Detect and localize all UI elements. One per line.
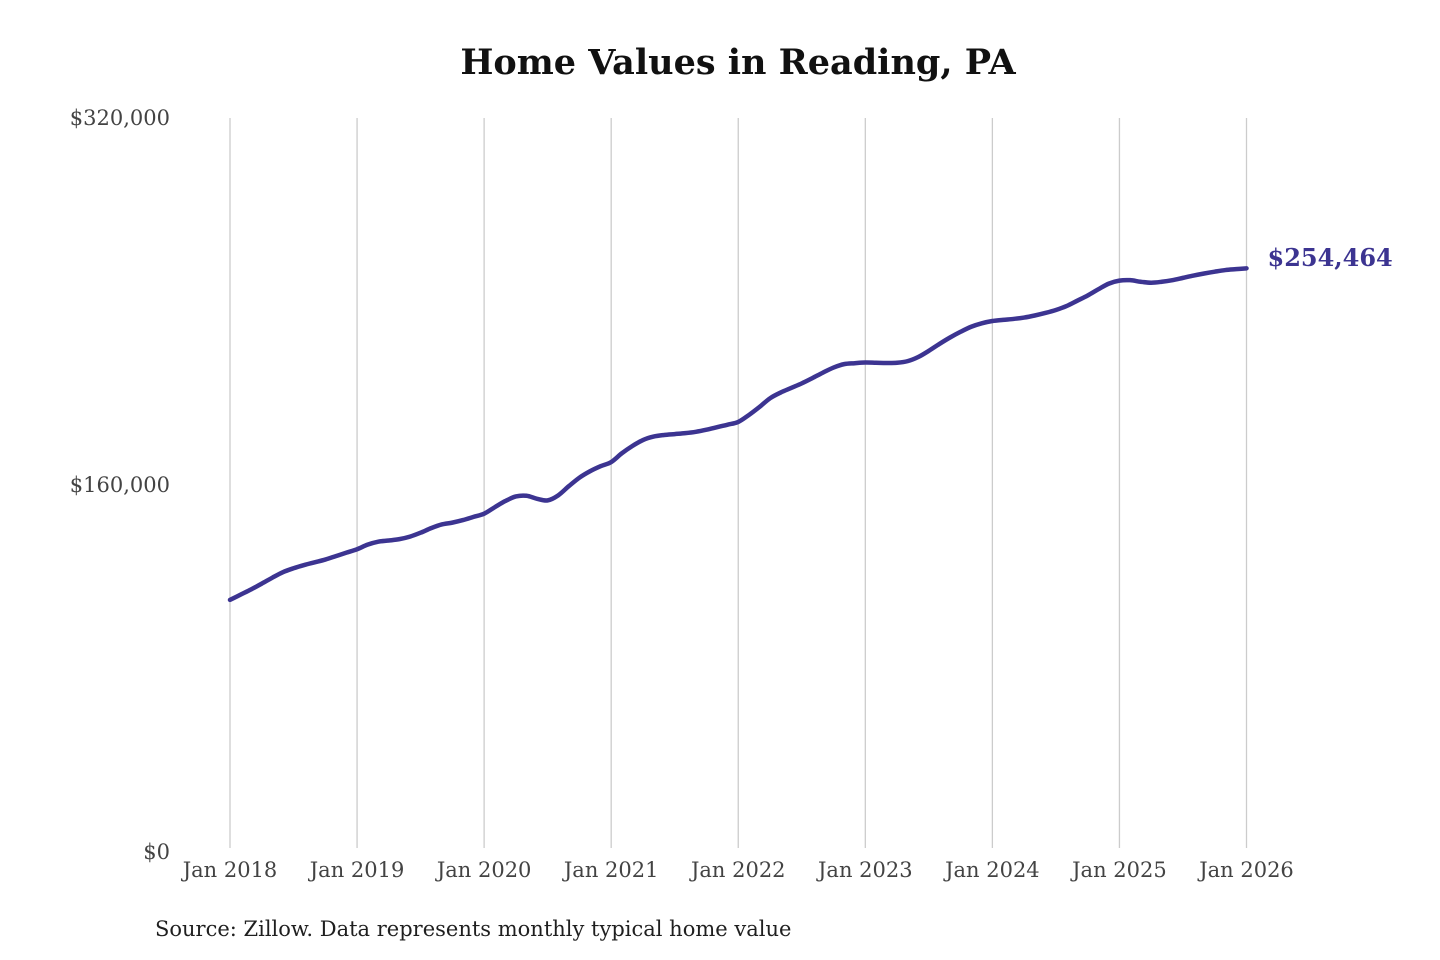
latest-value-label: $254,464: [1267, 243, 1393, 273]
home-value-line: [227, 266, 1249, 603]
x-tick-label: Jan 2025: [1070, 858, 1167, 882]
x-tick-label: Jan 2023: [816, 858, 913, 882]
x-tick-label: Jan 2024: [943, 858, 1040, 882]
chart-title: Home Values in Reading, PA: [460, 42, 1016, 83]
x-tick-label: Jan 2020: [435, 858, 532, 882]
x-tick-label: Jan 2022: [689, 858, 786, 882]
x-tick-label: Jan 2019: [308, 858, 405, 882]
y-tick-label: $320,000: [70, 106, 170, 130]
x-tick-label: Jan 2026: [1197, 858, 1294, 882]
y-tick-label: $160,000: [70, 473, 170, 497]
y-tick-label: $0: [143, 840, 170, 864]
source-note: Source: Zillow. Data represents monthly …: [155, 917, 792, 941]
x-tick-label: Jan 2021: [562, 858, 659, 882]
x-tick-label: Jan 2018: [181, 858, 278, 882]
